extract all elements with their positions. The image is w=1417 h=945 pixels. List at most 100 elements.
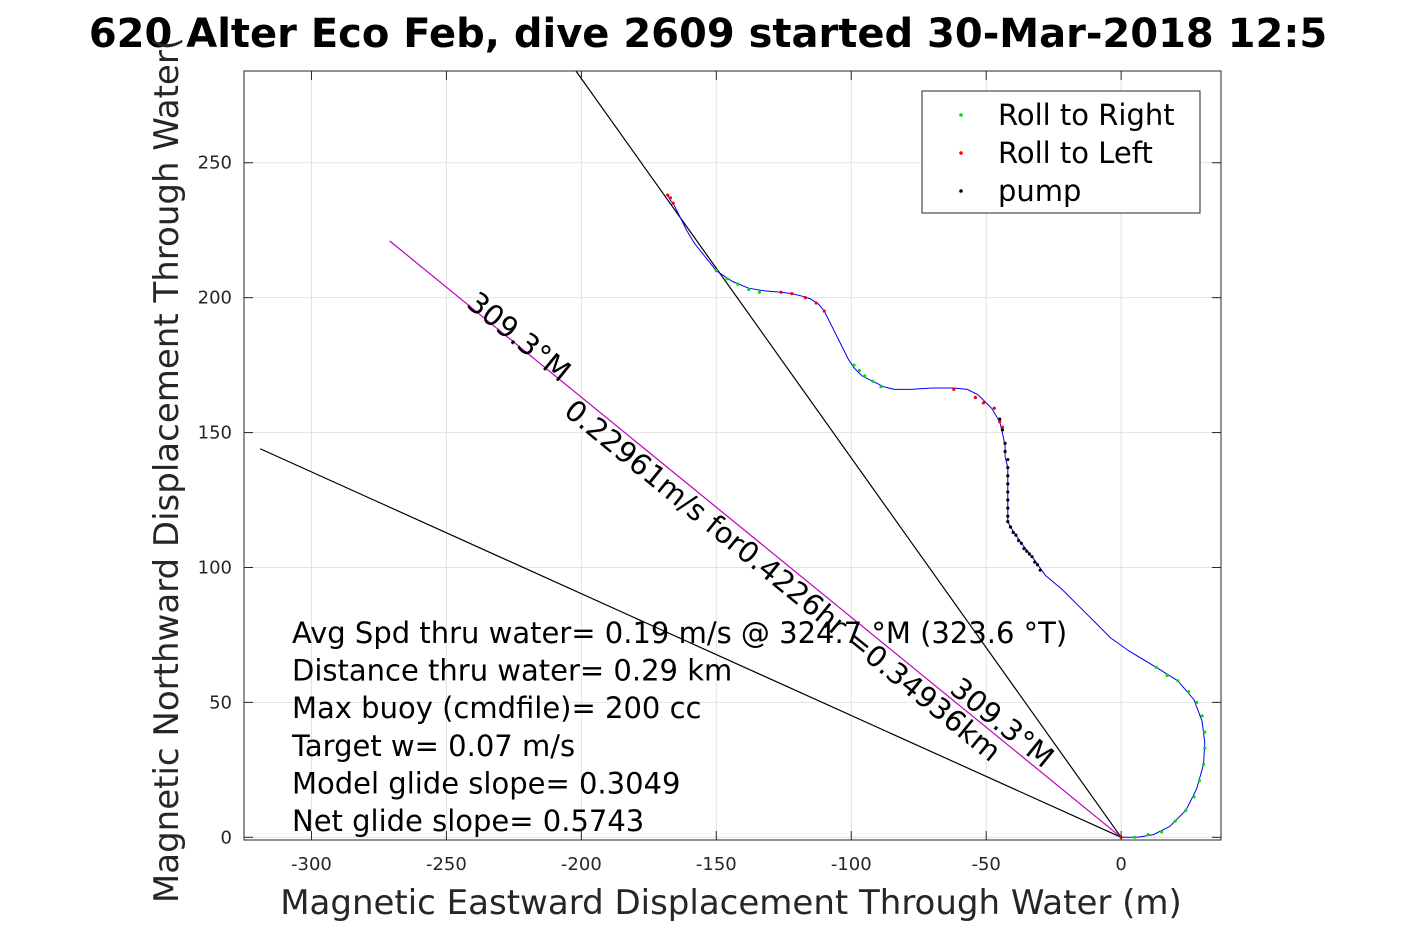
legend-marker-pump (959, 189, 963, 193)
roll-left-point (998, 420, 1002, 424)
x-tick-label: -200 (561, 854, 602, 875)
y-axis-label: Magnetic Northward Displacement Through … (147, 37, 187, 903)
roll-left-point (803, 296, 807, 300)
pump-point (1006, 466, 1010, 470)
pump-point (1008, 525, 1013, 529)
roll-right-point (1195, 700, 1199, 704)
legend-label-pump: pump (998, 174, 1081, 208)
pump-point (1011, 530, 1015, 535)
pump-point (998, 417, 1002, 421)
roll-left-point (973, 395, 978, 400)
pump-point (1003, 441, 1007, 445)
pump-point (1006, 514, 1010, 518)
roll-right-point (1146, 833, 1150, 837)
stats-line: Target w= 0.07 m/s (291, 729, 575, 763)
pump-point (1030, 555, 1034, 559)
pump-point (1019, 541, 1023, 545)
pump-point (1006, 490, 1010, 494)
heading-line-1 (575, 71, 1122, 838)
roll-right-point (1197, 779, 1202, 783)
y-tick-label: 250 (198, 153, 232, 174)
x-tick-label: -150 (696, 854, 737, 875)
legend-label-roll-right: Roll to Right (998, 98, 1175, 132)
stats-line: Net glide slope= 0.5743 (292, 804, 644, 838)
x-axis-label: Magnetic Eastward Displacement Through W… (280, 883, 1182, 923)
roll-left-point (981, 401, 986, 405)
x-tick-label: -300 (291, 854, 332, 875)
stats-line: Avg Spd thru water= 0.19 m/s @ 324.7 °M … (292, 616, 1067, 650)
roll-right-point (725, 277, 729, 281)
roll-right-point (736, 282, 740, 286)
roll-left-point (671, 201, 675, 205)
pump-point (1027, 552, 1031, 556)
pump-point (1006, 482, 1010, 486)
pump-point (1006, 506, 1010, 510)
legend-box (921, 90, 1201, 214)
pump-point (1035, 563, 1040, 567)
pump-point (1016, 538, 1021, 543)
y-tick-label: 200 (198, 288, 232, 309)
roll-right-point (714, 269, 718, 273)
x-tick-label: -50 (971, 854, 1000, 875)
roll-left-point (822, 309, 826, 313)
roll-right-point (1203, 730, 1207, 734)
roll-right-point (1173, 819, 1177, 823)
roll-right-point (1187, 689, 1191, 694)
roll-left-point (666, 193, 670, 197)
ticks: -300 -250 -200 -150 -100 -50 0 0 50 100 150 200 250 (198, 71, 1221, 875)
roll-left-point (668, 196, 673, 200)
roll-right-point (1154, 665, 1158, 669)
reference-lines (259, 71, 1122, 838)
chart-title: 620 Alter Eco Feb, dive 2609 started 30-… (89, 11, 1327, 57)
stats-annotation: Avg Spd thru water= 0.19 m/s @ 324.7 °M … (291, 616, 1067, 838)
roll-right-point (863, 374, 867, 378)
legend-marker-roll-right (959, 113, 963, 117)
roll-right-point (852, 363, 856, 367)
roll-right-point (1184, 808, 1188, 812)
pump-point (1003, 449, 1007, 454)
roll-right-point (1165, 673, 1169, 678)
heading-line-2 (259, 448, 1122, 838)
pump-point (1025, 549, 1029, 553)
x-tick-label: 0 (1115, 854, 1126, 875)
pump-point (1033, 560, 1037, 564)
roll-left-point (952, 387, 956, 391)
y-tick-label: 50 (209, 692, 232, 713)
roll-right-point (1160, 830, 1164, 834)
legend-marker-roll-left (959, 151, 963, 155)
legend: Roll to Right Roll to Left pump (921, 90, 1201, 214)
roll-right-point (871, 379, 875, 383)
roll-right-point (1176, 679, 1180, 683)
track (667, 194, 1206, 838)
plot-area-border (243, 70, 1222, 841)
x-tick-label: -100 (831, 854, 872, 875)
roll-right-point (1201, 762, 1206, 767)
plot-content (259, 71, 1207, 839)
y-tick-label: 100 (198, 557, 232, 578)
pump-point (1006, 498, 1010, 502)
roll-left-point (992, 406, 996, 410)
y-tick-label: 0 (221, 827, 232, 848)
roll-right-point (1200, 714, 1204, 718)
roll-left-point (1000, 425, 1004, 429)
pump-point (1006, 474, 1010, 478)
roll-left-point (779, 290, 783, 294)
track-line (667, 194, 1206, 838)
legend-label-roll-left: Roll to Left (998, 136, 1153, 170)
stats-line: Max buoy (cmdfile)= 200 cc (292, 691, 701, 725)
roll-right-point (757, 290, 762, 294)
roll-left-point (790, 292, 794, 296)
roll-right-point (747, 287, 751, 292)
pump-point (1014, 533, 1018, 537)
markers (666, 193, 1207, 839)
pump-point (1006, 520, 1010, 524)
x-tick-label: -250 (426, 854, 467, 875)
roll-left-point (814, 301, 818, 305)
roll-right-point (857, 368, 861, 373)
pump-point (1006, 457, 1010, 462)
net-heading-line (389, 240, 1122, 838)
stats-line: Distance thru water= 0.29 km (292, 654, 732, 688)
roll-right-point (879, 385, 883, 389)
